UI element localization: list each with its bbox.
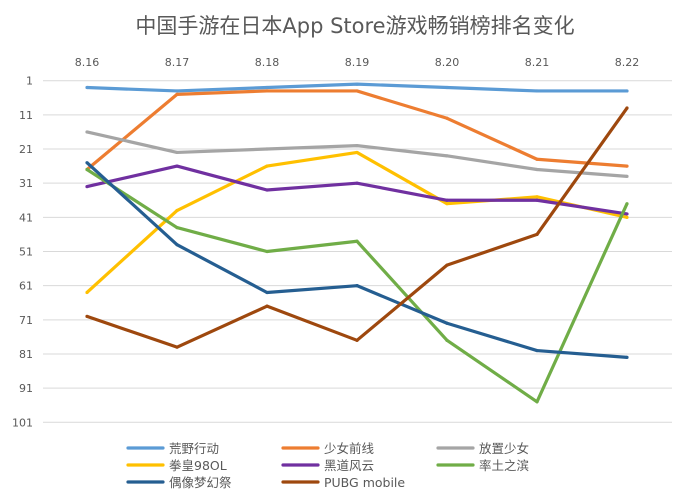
- data-point: [445, 198, 449, 202]
- data-point: [625, 215, 629, 219]
- legend-item: 黑道风云: [281, 458, 374, 473]
- legend-item: 放置少女: [436, 441, 529, 456]
- x-tick-label: 8.17: [165, 56, 190, 69]
- data-point: [85, 130, 89, 134]
- y-tick-label: 101: [12, 416, 33, 429]
- x-tick-label: 8.19: [345, 56, 370, 69]
- data-point: [445, 321, 449, 325]
- legend-item: 荒野行动: [126, 441, 219, 456]
- data-point: [265, 85, 269, 90]
- data-point: [625, 202, 629, 206]
- data-point: [355, 89, 359, 93]
- data-point: [265, 304, 269, 308]
- series-line-4: [86, 164, 628, 216]
- data-point: [535, 195, 539, 199]
- data-point: [535, 198, 539, 202]
- y-tick-label: 1: [26, 75, 33, 88]
- data-point: [625, 106, 629, 110]
- data-point: [85, 161, 89, 165]
- legend-label: 黑道风云: [324, 458, 374, 473]
- data-point: [535, 232, 539, 237]
- data-point: [355, 284, 359, 288]
- data-point: [85, 167, 89, 172]
- data-point: [85, 85, 89, 90]
- data-point: [535, 89, 539, 93]
- data-point: [535, 348, 539, 353]
- data-point: [445, 263, 449, 267]
- x-tick-label: 8.20: [435, 56, 460, 69]
- data-point: [535, 167, 539, 172]
- data-point: [175, 92, 179, 96]
- data-point: [175, 164, 179, 168]
- x-tick-label: 8.16: [75, 56, 100, 69]
- data-point: [445, 338, 449, 342]
- legend-label: 荒野行动: [169, 441, 219, 456]
- data-point: [355, 150, 359, 155]
- data-point: [355, 144, 359, 148]
- data-point: [175, 150, 179, 155]
- series-line-7: [86, 107, 629, 349]
- legend-item: 率土之滨: [436, 458, 530, 473]
- legend-item: 偶像梦幻祭: [126, 475, 232, 490]
- legend-item: 拳皇98OL: [126, 458, 227, 473]
- data-point: [175, 225, 179, 230]
- data-point: [445, 116, 449, 120]
- y-tick-label: 41: [19, 211, 33, 224]
- x-tick-label: 8.22: [615, 56, 640, 69]
- y-tick-label: 61: [19, 280, 33, 293]
- legend-label: 率土之滨: [479, 458, 530, 473]
- y-tick-label: 91: [19, 382, 33, 395]
- data-point: [175, 243, 179, 247]
- data-point: [265, 164, 269, 168]
- y-tick-label: 71: [19, 314, 33, 327]
- data-point: [625, 164, 629, 168]
- data-point: [175, 345, 179, 349]
- legend-item: PUBG mobile: [281, 475, 405, 490]
- data-point: [175, 89, 179, 93]
- data-point: [445, 85, 449, 90]
- data-point: [265, 147, 269, 151]
- data-point: [265, 249, 269, 254]
- data-point: [535, 157, 539, 161]
- data-point: [265, 188, 269, 192]
- y-tick-label: 51: [19, 246, 33, 259]
- chart-title: 中国手游在日本App Store游戏畅销榜排名变化: [135, 14, 574, 38]
- data-point: [625, 355, 629, 359]
- data-point: [175, 208, 179, 213]
- data-point: [625, 212, 629, 216]
- data-point: [85, 314, 89, 319]
- data-point: [265, 89, 269, 93]
- data-point: [445, 154, 449, 158]
- y-tick-label: 81: [19, 348, 33, 361]
- data-point: [265, 290, 269, 295]
- legend-label: 放置少女: [479, 441, 529, 456]
- legend-label: 少女前线: [324, 441, 375, 456]
- x-tick-label: 8.21: [525, 56, 550, 69]
- data-point: [625, 89, 629, 93]
- data-point: [355, 181, 359, 185]
- data-point: [355, 338, 359, 342]
- series-line-1: [85, 89, 628, 171]
- legend-label: 偶像梦幻祭: [169, 475, 232, 490]
- data-point: [85, 184, 89, 189]
- legend-label: 拳皇98OL: [169, 458, 227, 473]
- y-tick-label: 11: [19, 109, 33, 122]
- data-point: [355, 239, 359, 243]
- y-tick-label: 21: [19, 143, 33, 156]
- data-point: [445, 202, 449, 206]
- legend-label: PUBG mobile: [324, 475, 405, 490]
- y-tick-label: 31: [19, 177, 33, 190]
- data-point: [535, 400, 539, 404]
- series-line-6: [85, 161, 628, 359]
- legend-item: 少女前线: [281, 441, 375, 456]
- data-point: [625, 174, 629, 178]
- data-point: [355, 82, 359, 86]
- data-point: [85, 290, 89, 295]
- x-tick-label: 8.18: [255, 56, 280, 69]
